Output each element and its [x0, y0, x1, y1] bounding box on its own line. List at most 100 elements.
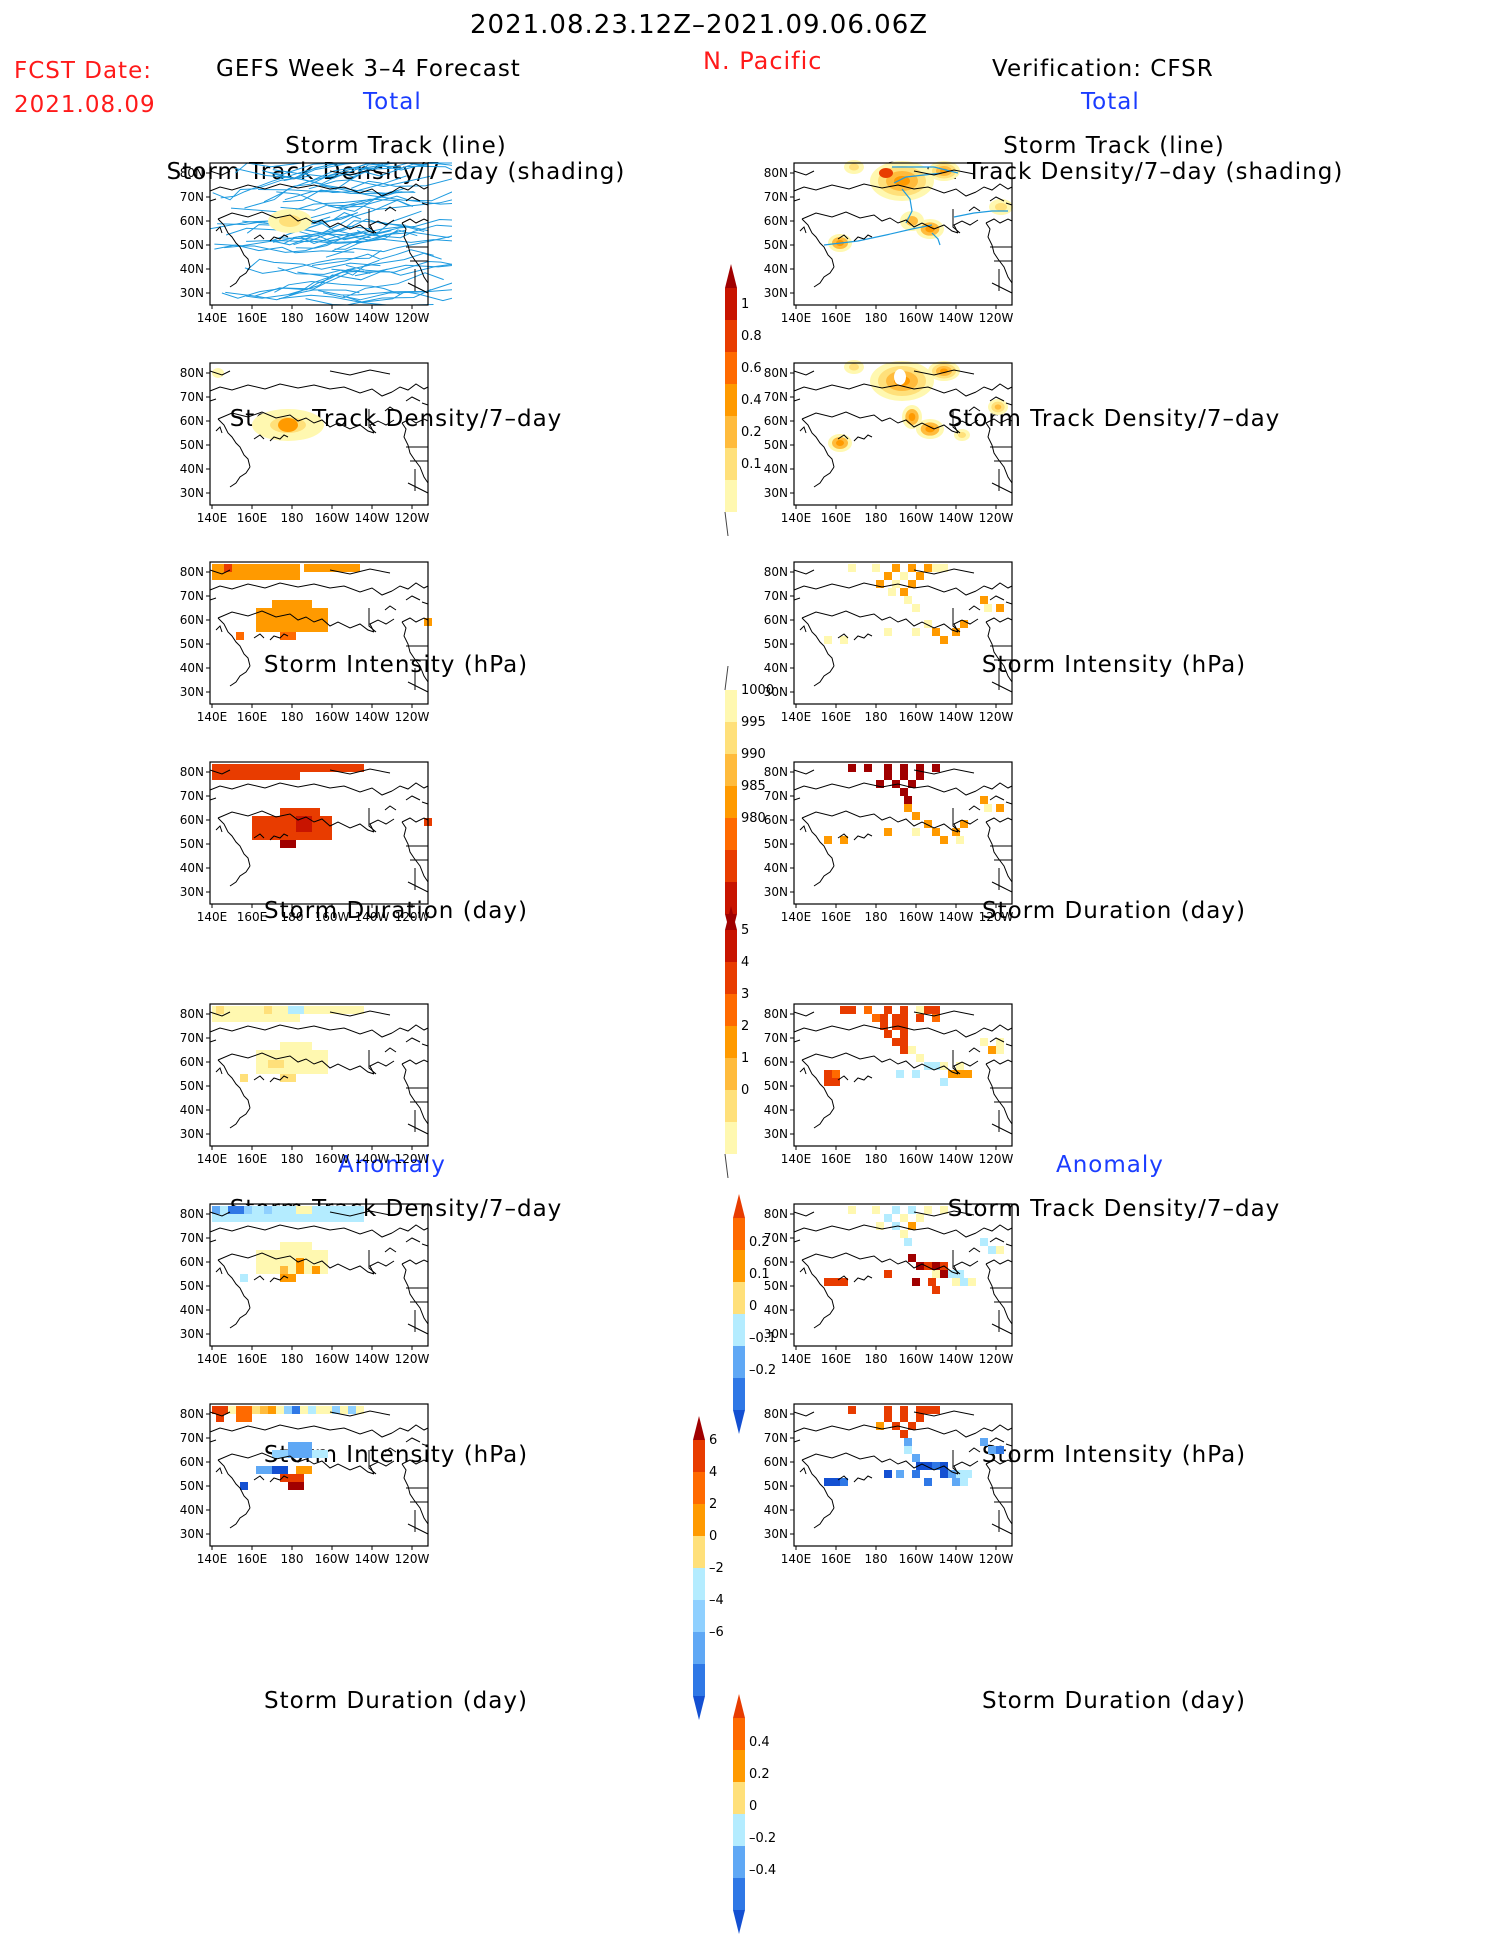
- grid-cell: [228, 1014, 236, 1022]
- grid-cell: [280, 1274, 288, 1282]
- grid-cell: [280, 1066, 288, 1074]
- grid-cell: [900, 764, 908, 772]
- lon-tick-label: 160E: [821, 910, 852, 924]
- lon-tick-label: 160W: [899, 1152, 934, 1166]
- lon-tick-label: 180: [281, 311, 304, 325]
- colorbar-label: 985: [741, 779, 766, 794]
- colorbar-segment: [733, 1250, 745, 1282]
- density-blob: [894, 176, 910, 186]
- density-blob: [994, 404, 1002, 410]
- grid-cell: [884, 764, 892, 772]
- grid-cell: [908, 780, 916, 788]
- grid-cell: [840, 1278, 848, 1286]
- grid-cell: [312, 564, 320, 572]
- colorbar-segment: [693, 1504, 705, 1536]
- lat-tick-label: 70N: [764, 789, 788, 803]
- grid-cell: [260, 824, 268, 832]
- grid-cell: [332, 1006, 340, 1014]
- grid-cell: [824, 836, 832, 844]
- colorbar-segment: [725, 320, 737, 352]
- coastline: [793, 1210, 1013, 1335]
- grid-cell: [308, 764, 316, 772]
- grid-cell: [276, 816, 284, 824]
- lon-tick-label: 160W: [899, 1552, 934, 1566]
- lat-tick-label: 60N: [764, 813, 788, 827]
- lon-tick-label: 160W: [315, 311, 350, 325]
- storm-track-line: [322, 272, 444, 299]
- grid-cell: [896, 1470, 904, 1478]
- lat-tick-label: 60N: [180, 1055, 204, 1069]
- grid-cell: [900, 1006, 908, 1014]
- map-shading: [823, 160, 1013, 252]
- grid-cell: [260, 564, 268, 572]
- lon-tick-label: 140E: [781, 1152, 812, 1166]
- lon-tick-label: 140W: [355, 511, 390, 525]
- map-panel: 80N 70N 60N 50N 40N 30N 140E 160E 180 160W 140W 120…: [764, 160, 1014, 325]
- grid-cell: [268, 1060, 276, 1068]
- grid-cell: [336, 564, 344, 572]
- lat-tick-label: 50N: [180, 1079, 204, 1093]
- grid-cell: [240, 1074, 248, 1082]
- grid-cell: [908, 580, 916, 588]
- lon-tick-label: 120W: [979, 311, 1014, 325]
- grid-cell: [236, 572, 244, 580]
- lon-tick-label: 160W: [315, 1352, 350, 1366]
- right-anomaly-label: Anomaly: [1056, 1152, 1164, 1178]
- grid-cell: [256, 624, 264, 632]
- grid-cell: [864, 764, 872, 772]
- colorbar-label: –6: [709, 1625, 724, 1640]
- lat-tick-label: 40N: [764, 262, 788, 276]
- lon-tick-label: 180: [865, 1552, 888, 1566]
- grid-cell: [288, 600, 296, 608]
- grid-cell: [900, 572, 908, 580]
- storm-track-line: [321, 185, 452, 202]
- grid-cell: [312, 616, 320, 624]
- grid-cell: [904, 804, 912, 812]
- lon-tick-label: 140W: [939, 511, 974, 525]
- grid-cell: [320, 1258, 328, 1266]
- grid-cell: [824, 1278, 832, 1286]
- lat-tick-label: 30N: [180, 286, 204, 300]
- colorbar-arrow: [733, 1910, 745, 1934]
- grid-cell: [284, 1014, 292, 1022]
- density-blob: [279, 215, 301, 227]
- grid-cell: [908, 1222, 916, 1230]
- lon-tick-label: 180: [865, 511, 888, 525]
- grid-cell: [260, 832, 268, 840]
- colorbar-arrow: [725, 906, 737, 930]
- grid-cell: [236, 632, 244, 640]
- map-shading: [828, 360, 1008, 452]
- grid-cell: [912, 812, 920, 820]
- grid-cell: [924, 1206, 932, 1214]
- grid-cell: [908, 1254, 916, 1262]
- grid-cell: [996, 1246, 1004, 1254]
- grid-cell: [296, 1450, 304, 1458]
- grid-cell: [332, 1406, 340, 1414]
- grid-cell: [848, 564, 856, 572]
- lon-tick-label: 140E: [197, 1152, 228, 1166]
- lat-tick-label: 60N: [180, 1255, 204, 1269]
- coastline: [793, 1410, 1013, 1535]
- grid-cell: [320, 1058, 328, 1066]
- lon-tick-label: 120W: [395, 1152, 430, 1166]
- grid-cell: [212, 1406, 220, 1414]
- grid-cell: [228, 764, 236, 772]
- storm-track-line: [270, 218, 406, 246]
- grid-cell: [824, 1478, 832, 1486]
- map-shading: [212, 564, 432, 640]
- grid-cell: [236, 772, 244, 780]
- lat-tick-label: 40N: [764, 661, 788, 675]
- colorbar-label: 990: [741, 747, 766, 762]
- grid-cell: [872, 1014, 880, 1022]
- storm-track-line: [311, 249, 434, 266]
- colorbar-segment: [733, 1346, 745, 1378]
- colorbar-segment: [725, 930, 737, 962]
- grid-cell: [932, 564, 940, 572]
- storm-track-line: [246, 268, 388, 299]
- lon-tick-label: 160E: [237, 1352, 268, 1366]
- grid-cell: [304, 1206, 312, 1214]
- grid-cell: [888, 588, 896, 596]
- lon-tick-label: 160W: [899, 910, 934, 924]
- grid-cell: [884, 1470, 892, 1478]
- grid-cell: [340, 1206, 348, 1214]
